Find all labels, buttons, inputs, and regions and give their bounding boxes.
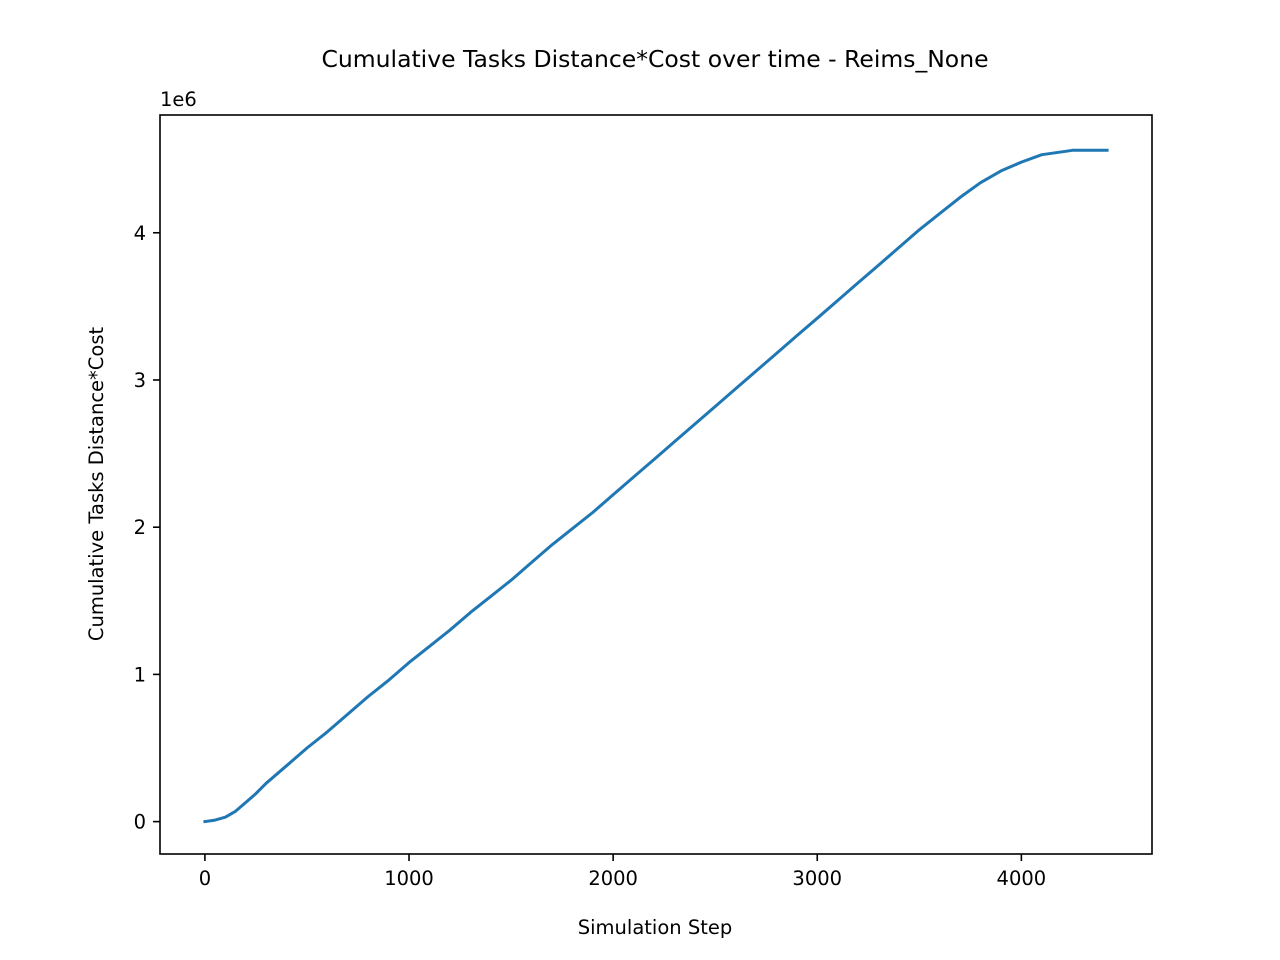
y-axis-label: Cumulative Tasks Distance*Cost — [85, 326, 108, 641]
x-axis-label: Simulation Step — [578, 916, 732, 939]
y-offset-label: 1e6 — [160, 88, 197, 111]
y-tick-label: 3 — [134, 369, 146, 392]
axes-frame — [159, 114, 1153, 855]
x-tick-label: 4000 — [997, 867, 1047, 890]
x-tick-label: 3000 — [792, 867, 842, 890]
x-axis: 0 1000 2000 3000 4000 — [199, 854, 1046, 890]
y-tick-label: 0 — [134, 811, 146, 834]
x-tick-label: 0 — [199, 867, 211, 890]
plot-area — [203, 148, 1109, 824]
y-tick-label: 4 — [134, 222, 146, 245]
x-tick-label: 1000 — [384, 867, 434, 890]
y-tick-label: 2 — [134, 516, 146, 539]
x-tick-label: 2000 — [588, 867, 638, 890]
y-axis: 0 1 2 3 4 — [134, 222, 160, 834]
y-tick-label: 1 — [134, 663, 146, 686]
chart-title: Cumulative Tasks Distance*Cost over time… — [321, 45, 988, 73]
series-line-0 — [203, 148, 1109, 824]
